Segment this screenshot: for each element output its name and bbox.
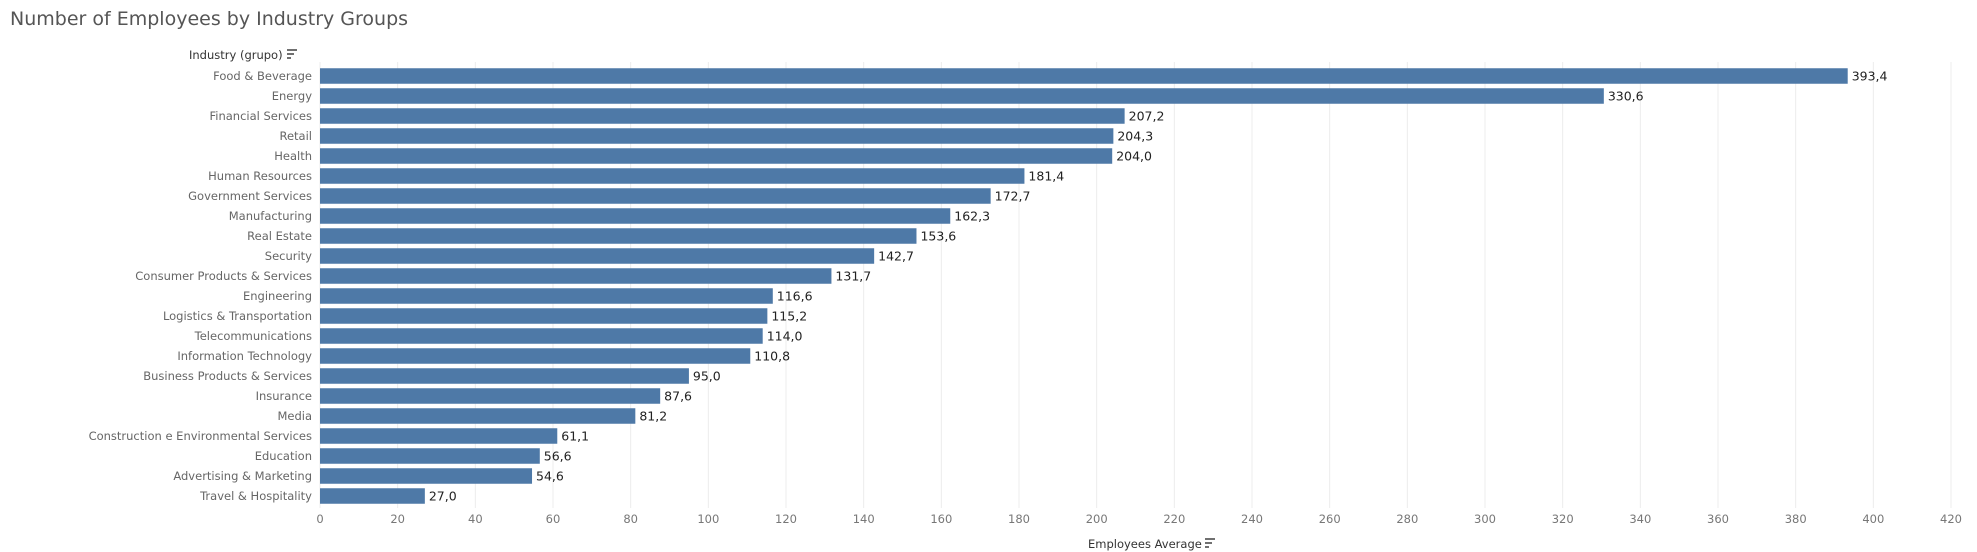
category-label[interactable]: Construction e Environmental Services: [89, 429, 312, 443]
value-label: 61,1: [561, 429, 589, 444]
value-label: 330,6: [1608, 89, 1644, 104]
value-label: 162,3: [954, 209, 990, 224]
category-label[interactable]: Advertising & Marketing: [173, 469, 312, 483]
value-label: 27,0: [429, 489, 457, 504]
value-label: 115,2: [771, 309, 807, 324]
x-tick-label: 80: [623, 512, 638, 526]
x-tick-label: 380: [1785, 512, 1807, 526]
y-sort-icon[interactable]: [287, 49, 297, 59]
bar[interactable]: [320, 168, 1025, 184]
category-label[interactable]: Logistics & Transportation: [163, 309, 312, 323]
x-tick-label: 140: [853, 512, 875, 526]
category-label[interactable]: Security: [265, 249, 312, 263]
bar[interactable]: [320, 88, 1604, 104]
gridlines: [319, 62, 1952, 508]
value-label: 54,6: [536, 469, 564, 484]
value-label: 181,4: [1028, 169, 1064, 184]
bar[interactable]: [320, 268, 832, 284]
bar[interactable]: [320, 408, 636, 424]
value-labels: 393,4 330,6 207,2 204,3 204,0 181,4 172,7 162,3…: [429, 69, 1888, 504]
category-label[interactable]: Financial Services: [209, 109, 312, 123]
value-label: 142,7: [878, 249, 914, 264]
category-label[interactable]: Telecommunications: [194, 329, 312, 343]
x-tick-label: 0: [316, 512, 323, 526]
bar[interactable]: [320, 128, 1114, 144]
x-tick-label: 340: [1629, 512, 1651, 526]
category-label[interactable]: Consumer Products & Services: [135, 269, 312, 283]
value-label: 95,0: [693, 369, 721, 384]
x-tick-label: 420: [1940, 512, 1962, 526]
category-label[interactable]: Media: [277, 409, 312, 423]
x-axis-title[interactable]: Employees Average: [1088, 537, 1202, 551]
bar[interactable]: [320, 148, 1113, 164]
bar[interactable]: [320, 428, 558, 444]
value-label: 204,0: [1116, 149, 1152, 164]
category-labels: Food & Beverage Energy Financial Services R…: [89, 69, 313, 503]
x-tick-label: 360: [1707, 512, 1729, 526]
bars: [320, 68, 1848, 504]
value-label: 204,3: [1117, 129, 1153, 144]
bar[interactable]: [320, 448, 540, 464]
bar[interactable]: [320, 388, 661, 404]
x-tick-label: 180: [1008, 512, 1030, 526]
category-label[interactable]: Health: [274, 149, 312, 163]
x-tick-label: 280: [1396, 512, 1418, 526]
bar[interactable]: [320, 248, 875, 264]
bar[interactable]: [320, 308, 768, 324]
value-label: 56,6: [544, 449, 572, 464]
bar[interactable]: [320, 108, 1125, 124]
chart-title: Number of Employees by Industry Groups: [10, 8, 409, 30]
value-label: 114,0: [767, 329, 803, 344]
x-tick-label: 240: [1241, 512, 1263, 526]
category-label[interactable]: Food & Beverage: [213, 69, 312, 83]
x-tick-label: 220: [1163, 512, 1185, 526]
category-label[interactable]: Manufacturing: [229, 209, 312, 223]
x-tick-label: 400: [1862, 512, 1884, 526]
x-tick-label: 120: [775, 512, 797, 526]
value-label: 110,8: [754, 349, 790, 364]
bar[interactable]: [320, 368, 689, 384]
category-label[interactable]: Real Estate: [247, 229, 312, 243]
bar[interactable]: [320, 328, 763, 344]
bar[interactable]: [320, 288, 773, 304]
category-label[interactable]: Human Resources: [208, 169, 312, 183]
category-label[interactable]: Business Products & Services: [143, 369, 312, 383]
value-label: 116,6: [777, 289, 813, 304]
category-label[interactable]: Government Services: [188, 189, 312, 203]
category-label[interactable]: Insurance: [256, 389, 312, 403]
x-tick-label: 260: [1319, 512, 1341, 526]
x-tick-label: 40: [468, 512, 483, 526]
x-tick-label: 100: [697, 512, 719, 526]
bar[interactable]: [320, 188, 991, 204]
category-label[interactable]: Retail: [280, 129, 313, 143]
x-tick-label: 200: [1086, 512, 1108, 526]
value-label: 81,2: [639, 409, 667, 424]
x-tick-label: 300: [1474, 512, 1496, 526]
category-label[interactable]: Engineering: [243, 289, 312, 303]
bar[interactable]: [320, 208, 951, 224]
bar[interactable]: [320, 488, 425, 504]
x-axis-ticks: 0 20 40 60 80 100 120 140 160 180 200 220 240 260 280 3…: [316, 512, 1962, 526]
value-label: 207,2: [1129, 109, 1165, 124]
y-axis-title[interactable]: Industry (grupo): [189, 48, 283, 62]
bar[interactable]: [320, 228, 917, 244]
x-tick-label: 160: [930, 512, 952, 526]
value-label: 172,7: [995, 189, 1031, 204]
bar[interactable]: [320, 348, 751, 364]
value-label: 131,7: [835, 269, 871, 284]
bar[interactable]: [320, 468, 533, 484]
category-label[interactable]: Energy: [272, 89, 312, 103]
x-tick-label: 60: [546, 512, 561, 526]
value-label: 153,6: [920, 229, 956, 244]
x-sort-icon[interactable]: [1205, 538, 1215, 548]
x-tick-label: 320: [1552, 512, 1574, 526]
x-tick-label: 20: [390, 512, 405, 526]
category-label[interactable]: Travel & Hospitality: [199, 489, 312, 503]
value-label: 87,6: [664, 389, 692, 404]
category-label[interactable]: Information Technology: [177, 349, 312, 363]
bar[interactable]: [320, 68, 1848, 84]
value-label: 393,4: [1852, 69, 1888, 84]
category-label[interactable]: Education: [255, 449, 312, 463]
